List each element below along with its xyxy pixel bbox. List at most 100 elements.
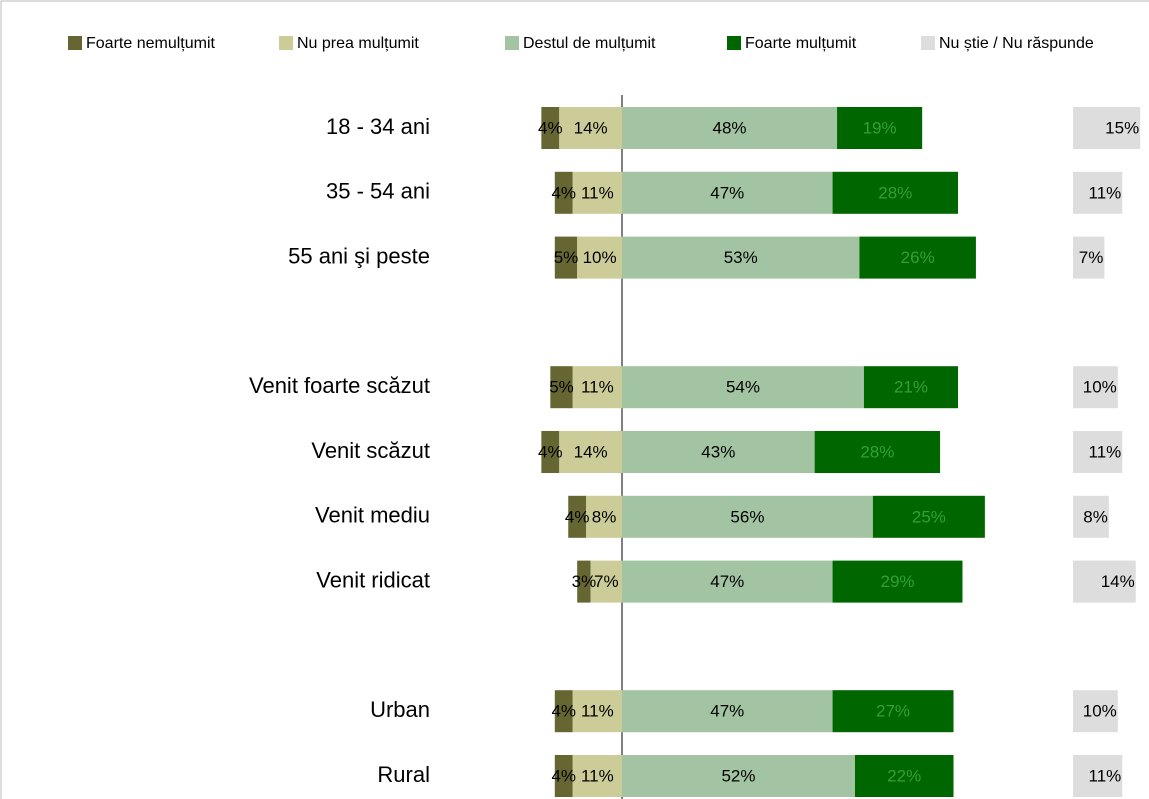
data-label: 3%	[572, 572, 597, 591]
bar-segment	[1073, 690, 1118, 733]
bar-segment	[572, 690, 622, 733]
data-label: 47%	[710, 183, 744, 202]
legend-swatch	[921, 36, 935, 50]
data-label: 14%	[574, 442, 608, 461]
bar-segment	[572, 171, 622, 214]
data-label: 19%	[863, 118, 897, 137]
data-label: 29%	[881, 572, 915, 591]
category-label: 55 ani şi peste	[288, 243, 430, 268]
bar-segment	[622, 171, 833, 214]
bar-segment	[568, 495, 587, 538]
data-label: 56%	[730, 507, 764, 526]
legend-label: Foarte mulțumit	[745, 35, 857, 52]
data-label: 53%	[724, 248, 758, 267]
bar-segment	[622, 431, 815, 473]
bar-segment	[541, 107, 560, 149]
data-label: 27%	[876, 702, 910, 721]
bar-segment	[554, 755, 573, 797]
data-label: 15%	[1105, 118, 1139, 137]
bar-segment	[622, 560, 833, 603]
bar-segment	[1073, 236, 1105, 279]
bar-segment	[1073, 366, 1118, 409]
data-label: 25%	[912, 507, 946, 526]
data-label: 14%	[574, 118, 608, 137]
data-label: 10%	[1083, 378, 1117, 397]
bar-segment	[837, 107, 923, 149]
bar-segment	[622, 495, 873, 538]
bar-segment	[1073, 107, 1141, 149]
data-label: 10%	[1083, 702, 1117, 721]
legend-label: Nu știe / Nu răspunde	[939, 35, 1094, 52]
bar-segment	[814, 431, 941, 473]
data-label: 48%	[713, 118, 747, 137]
data-label: 10%	[583, 248, 617, 267]
bar-segment	[590, 560, 622, 603]
data-label: 4%	[538, 442, 563, 461]
data-label: 52%	[721, 766, 755, 785]
bar-segment	[859, 236, 976, 279]
legend-swatch	[727, 36, 741, 50]
category-label: Venit foarte scăzut	[249, 373, 430, 398]
legend-label: Foarte nemulțumit	[86, 35, 215, 52]
bar-segment	[622, 755, 855, 797]
legend-label: Destul de mulțumit	[523, 35, 656, 52]
bar-segment	[541, 431, 560, 473]
data-label: 28%	[878, 183, 912, 202]
bar-segment	[1073, 495, 1109, 538]
bar-segment	[559, 107, 622, 149]
data-label: 4%	[565, 507, 590, 526]
data-label: 22%	[887, 766, 921, 785]
category-label: 18 - 34 ani	[326, 114, 430, 139]
bar-segment	[622, 107, 838, 149]
legend-swatch	[279, 36, 293, 50]
bar-segment	[832, 690, 954, 733]
bar-segment	[863, 366, 958, 409]
category-label: Venit ridicat	[316, 567, 430, 592]
bar-segment	[622, 690, 833, 733]
bar-segment	[572, 755, 622, 797]
category-label: Urban	[370, 697, 430, 722]
data-label: 11%	[581, 766, 614, 785]
data-label: 5%	[554, 248, 579, 267]
data-label: 11%	[1089, 442, 1122, 461]
bar-segment	[872, 495, 985, 538]
bar-segment	[832, 171, 958, 214]
category-label: Rural	[377, 762, 430, 787]
data-label: 7%	[1079, 248, 1104, 267]
data-label: 11%	[581, 702, 614, 721]
category-label: 35 - 54 ani	[326, 179, 430, 204]
data-label: 4%	[551, 766, 576, 785]
bar-segment	[622, 366, 864, 409]
data-label: 5%	[549, 378, 574, 397]
data-label: 21%	[894, 378, 928, 397]
data-label: 11%	[1089, 183, 1122, 202]
data-label: 47%	[710, 572, 744, 591]
data-label: 54%	[726, 378, 760, 397]
data-label: 47%	[710, 702, 744, 721]
bar-segment	[1073, 755, 1123, 797]
bar-segment	[1073, 171, 1123, 214]
bar-segment	[1073, 431, 1123, 473]
data-label: 8%	[1083, 507, 1108, 526]
data-label: 4%	[538, 118, 563, 137]
bar-segment	[577, 236, 622, 279]
bar-segment	[586, 495, 622, 538]
bar-segment	[832, 560, 963, 603]
data-label: 14%	[1101, 572, 1135, 591]
bar-segment	[554, 236, 578, 279]
data-label: 26%	[901, 248, 935, 267]
bar-segment	[554, 690, 573, 733]
data-label: 28%	[860, 442, 894, 461]
data-label: 8%	[592, 507, 617, 526]
data-label: 7%	[594, 572, 619, 591]
bar-segment	[622, 236, 860, 279]
legend-label: Nu prea mulțumit	[297, 35, 419, 52]
data-label: 43%	[701, 442, 735, 461]
data-label: 11%	[581, 183, 614, 202]
category-label: Venit scăzut	[311, 438, 430, 463]
bar-segment	[572, 366, 622, 409]
bar-segment	[559, 431, 622, 473]
bar-segment	[577, 560, 591, 603]
category-label: Venit mediu	[315, 503, 430, 528]
